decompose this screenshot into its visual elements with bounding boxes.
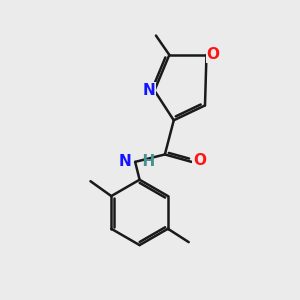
Text: H: H bbox=[132, 154, 155, 169]
Text: N: N bbox=[119, 154, 132, 169]
Text: N: N bbox=[142, 83, 155, 98]
Text: O: O bbox=[206, 47, 220, 62]
Text: O: O bbox=[193, 153, 206, 168]
